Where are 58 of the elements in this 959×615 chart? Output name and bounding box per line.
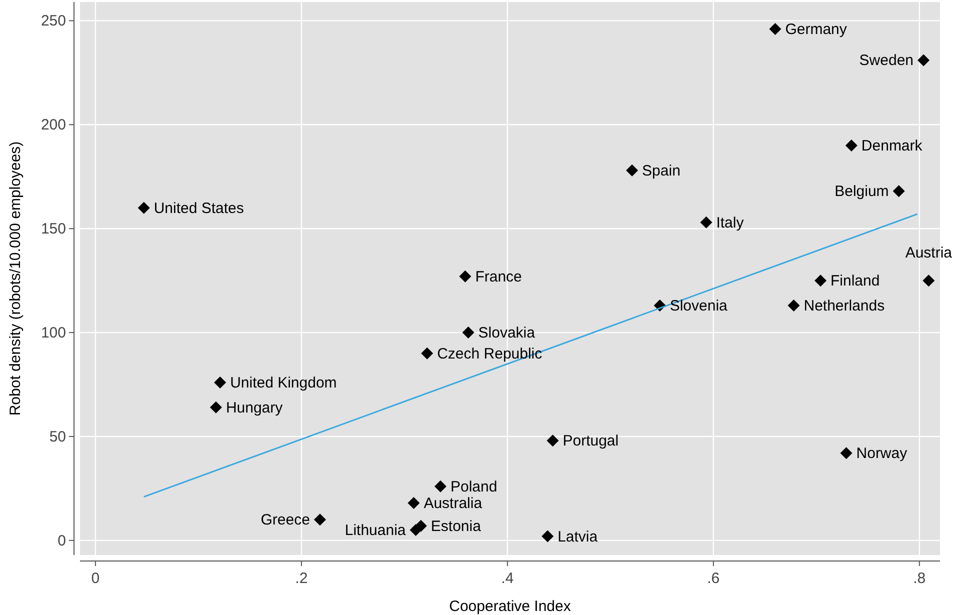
annotation: Poland <box>450 478 498 496</box>
point <box>892 185 905 198</box>
y-tick-label: 150 <box>40 220 66 238</box>
x-tick-label: .8 <box>913 570 926 587</box>
point <box>542 530 554 542</box>
annotation: Germany <box>785 21 848 38</box>
point <box>459 270 472 282</box>
point <box>700 216 712 228</box>
point <box>408 497 420 510</box>
annotation: Denmark <box>861 137 923 154</box>
y-tick-label: 250 <box>40 12 66 30</box>
annotation: Italy <box>716 214 744 232</box>
x-tick-label: 0 <box>91 570 100 587</box>
annotation: United States <box>154 200 244 217</box>
annotation: Latvia <box>558 528 598 546</box>
annotation: Finland <box>830 272 880 290</box>
point <box>210 401 222 414</box>
x-axis-title: Cooperative Index <box>449 598 572 615</box>
point <box>626 164 638 176</box>
annotation: Slovenia <box>670 298 728 315</box>
annotation: France <box>475 268 522 286</box>
point <box>918 54 930 66</box>
annotation: Belgium <box>834 183 889 200</box>
annotation: Austria <box>905 244 953 262</box>
annotation: Greece <box>260 512 310 529</box>
x-tick-label: .6 <box>707 570 720 587</box>
y-tick-label: 50 <box>49 428 66 446</box>
point <box>814 274 827 287</box>
point <box>214 376 226 388</box>
point <box>462 326 474 339</box>
point <box>546 434 559 447</box>
annotation: Norway <box>856 445 908 462</box>
point <box>138 202 150 214</box>
y-axis-title: Robot density (robots/10.000 employees) <box>7 141 24 416</box>
y-tick-label: 200 <box>40 116 66 134</box>
annotation: Hungary <box>226 399 284 416</box>
point <box>845 139 858 152</box>
annotation: Netherlands <box>804 298 885 315</box>
point <box>788 300 800 312</box>
annotation: Estonia <box>430 518 482 535</box>
annotation: Lithuania <box>344 522 406 540</box>
annotation: United Kingdom <box>230 374 337 392</box>
x-tick-label: .2 <box>295 570 308 587</box>
y-tick-label: 0 <box>58 532 66 550</box>
annotation: Slovakia <box>478 324 536 342</box>
point <box>840 447 852 460</box>
point <box>410 524 422 536</box>
y-tick-label: 100 <box>40 324 66 342</box>
point <box>922 274 935 287</box>
x-tick-label: .4 <box>501 570 514 587</box>
point <box>421 347 434 360</box>
annotation: Portugal <box>562 432 619 450</box>
point <box>769 23 782 36</box>
point <box>434 480 446 492</box>
annotation: Spain <box>642 162 680 180</box>
annotation: Australia <box>424 495 483 512</box>
annotation: Sweden <box>859 52 914 70</box>
point <box>314 514 326 526</box>
